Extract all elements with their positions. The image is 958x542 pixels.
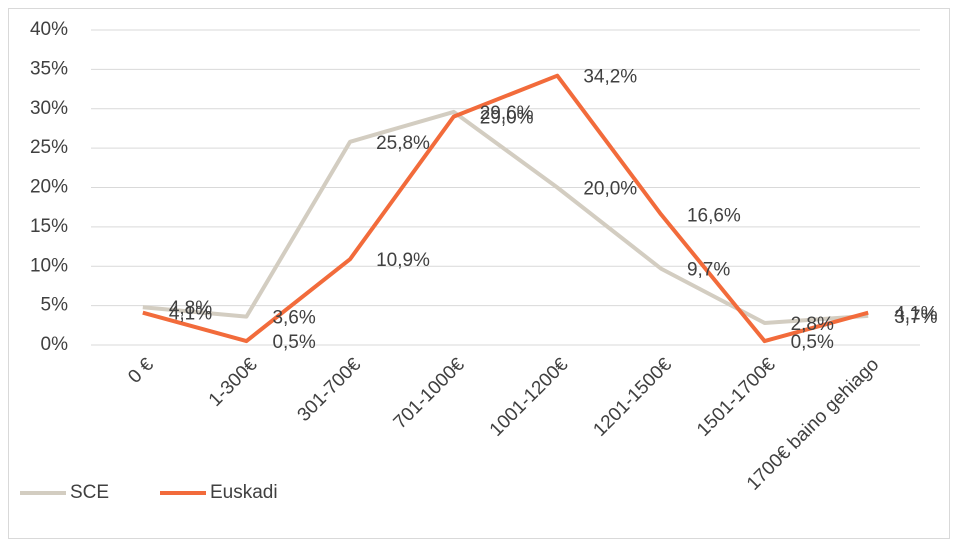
legend-label: SCE	[70, 482, 109, 503]
y-tick-label: 10%	[30, 255, 68, 276]
data-label: 25,8%	[376, 133, 430, 154]
data-label: 16,6%	[687, 205, 741, 226]
y-tick-label: 40%	[30, 19, 68, 40]
x-tick-label: 1501-1700€	[693, 354, 780, 441]
data-label: 3,6%	[272, 308, 315, 329]
y-tick-label: 35%	[30, 58, 68, 79]
x-tick-label: 301-700€	[294, 354, 366, 426]
legend-label: Euskadi	[210, 482, 278, 503]
series-line	[142, 73, 869, 344]
data-label: 4,1%	[169, 304, 212, 325]
x-tick-label: 701-1000€	[390, 354, 469, 433]
series-line	[142, 109, 869, 325]
data-label: 9,7%	[687, 260, 730, 281]
y-tick-label: 30%	[30, 98, 68, 119]
x-tick-label: 1201-1500€	[589, 354, 676, 441]
data-label: 2,8%	[791, 314, 834, 335]
y-tick-label: 20%	[30, 177, 68, 198]
y-tick-label: 0%	[41, 334, 69, 355]
data-label: 29,0%	[480, 108, 534, 129]
x-tick-label: 0 €	[124, 354, 158, 388]
chart-border	[8, 8, 950, 539]
data-label: 0,5%	[272, 332, 315, 353]
data-label: 34,2%	[583, 67, 637, 88]
y-tick-label: 5%	[41, 295, 69, 316]
data-label: 10,9%	[376, 250, 430, 271]
data-label: 29,6%	[480, 103, 534, 124]
data-label: 4,8%	[169, 298, 212, 319]
x-tick-label: 1-300€	[205, 354, 262, 411]
data-label: 20,0%	[583, 179, 637, 200]
data-label: 0,5%	[791, 332, 834, 353]
data-label: 4,1%	[894, 304, 937, 325]
x-tick-label: 1001-1200€	[486, 354, 573, 441]
data-label: 3,7%	[894, 307, 937, 328]
y-tick-label: 15%	[30, 216, 68, 237]
y-tick-label: 25%	[30, 137, 68, 158]
